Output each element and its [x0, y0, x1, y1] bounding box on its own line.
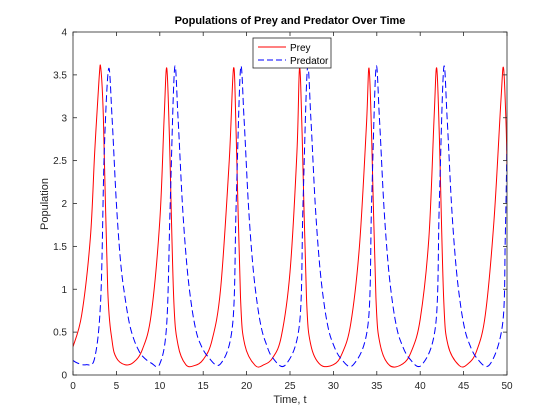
- series-line-predator: [73, 65, 507, 368]
- y-tick-label: 3.5: [53, 70, 67, 81]
- series-layer: [73, 64, 507, 368]
- plot-area: [73, 32, 507, 375]
- axes-layer: 0 5 10 15 20 25 30 35 40 45 50 0 0.5 1 1.5 2 2.5 3 3.5 4: [53, 28, 513, 393]
- x-tick-label: 15: [198, 381, 210, 392]
- x-tick-label: 0: [70, 381, 76, 392]
- x-tick-label: 30: [328, 381, 340, 392]
- legend: Prey Predator: [252, 37, 332, 69]
- y-axis-label: Population: [39, 178, 51, 230]
- y-tick-label: 0.5: [53, 328, 67, 339]
- y-tick-label: 4: [61, 28, 67, 39]
- y-tick-label: 1.5: [53, 242, 67, 253]
- y-tick-label: 3: [61, 113, 67, 124]
- legend-label-prey: Prey: [290, 43, 311, 54]
- y-tick-label: 0: [61, 371, 67, 382]
- plot-background: [73, 32, 507, 375]
- y-tick-label: 2.5: [53, 156, 67, 167]
- legend-box: [252, 37, 332, 69]
- x-tick-label: 40: [415, 381, 427, 392]
- x-tick-label: 45: [458, 381, 470, 392]
- x-tick-label: 10: [154, 381, 166, 392]
- y-tick-label: 1: [61, 285, 67, 296]
- y-tick-label: 2: [61, 199, 67, 210]
- x-tick-label: 20: [241, 381, 253, 392]
- x-axis-label: Time, t: [273, 394, 306, 406]
- legend-label-predator: Predator: [290, 56, 329, 67]
- x-tick-label: 5: [114, 381, 120, 392]
- x-tick-label: 50: [501, 381, 513, 392]
- chart-title: Populations of Prey and Predator Over Ti…: [175, 15, 406, 27]
- x-tick-label: 25: [284, 381, 296, 392]
- x-tick-label: 35: [371, 381, 383, 392]
- series-line-prey: [73, 64, 507, 368]
